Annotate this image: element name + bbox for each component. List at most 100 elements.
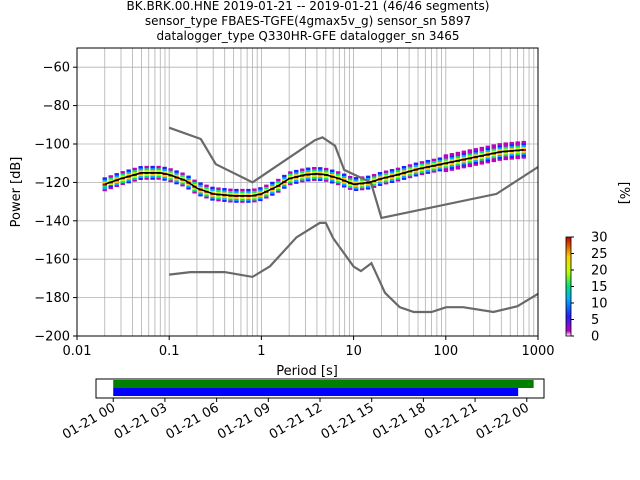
density-cell <box>455 157 461 160</box>
density-cell <box>377 179 383 183</box>
density-cell <box>437 157 443 160</box>
density-cell <box>222 191 227 195</box>
density-cell <box>365 177 371 180</box>
density-cell <box>132 179 137 182</box>
density-cell <box>335 171 341 174</box>
density-cell <box>497 152 502 156</box>
density-cell <box>324 171 329 175</box>
density-cell <box>521 156 526 159</box>
density-cell <box>168 175 173 179</box>
density-cell <box>264 184 269 188</box>
colorbar-tick-label: 5 <box>591 313 599 328</box>
density-cell <box>461 165 467 169</box>
density-cell <box>335 180 341 184</box>
density-cell <box>431 162 437 165</box>
density-cell <box>413 164 419 167</box>
density-cell <box>407 164 413 167</box>
density-cell <box>276 182 281 186</box>
density-cell <box>294 179 299 182</box>
density-cell <box>156 173 161 176</box>
density-cell <box>467 153 473 156</box>
density-cell <box>318 174 323 178</box>
density-cell <box>192 191 197 194</box>
density-cell <box>276 180 281 184</box>
density-cell <box>347 179 353 183</box>
colorbar-tick-label: 25 <box>591 247 608 262</box>
density-cell <box>270 185 275 189</box>
density-cell <box>443 156 449 159</box>
y-axis-label: Power [dB] <box>9 157 24 228</box>
density-cell <box>192 179 197 182</box>
density-cell <box>455 151 461 155</box>
density-cell <box>425 163 431 167</box>
coverage-tick-label: 01-21 06 <box>163 400 221 442</box>
density-cell <box>425 169 431 172</box>
density-cell <box>467 162 473 166</box>
density-cell <box>174 179 179 183</box>
density-cell <box>102 177 107 180</box>
density-cell <box>503 148 508 151</box>
density-cell <box>102 181 107 184</box>
density-cell <box>365 187 371 190</box>
density-cell <box>383 178 389 181</box>
density-cell <box>294 171 299 175</box>
density-cell <box>240 198 245 201</box>
density-cell <box>120 174 125 178</box>
density-cell <box>347 185 353 188</box>
density-cell <box>270 181 275 185</box>
density-cell <box>186 187 191 190</box>
density-cell <box>264 192 269 195</box>
density-cell <box>234 200 239 203</box>
density-cell <box>192 187 197 190</box>
density-cell <box>222 188 227 191</box>
density-cell <box>288 175 293 178</box>
density-cell <box>168 172 173 175</box>
density-cell <box>288 180 293 184</box>
density-cell <box>264 196 269 199</box>
density-cell <box>252 199 257 203</box>
density-cell <box>425 171 431 174</box>
density-cell <box>264 194 269 197</box>
density-cell <box>401 177 407 180</box>
density-cell <box>515 152 520 156</box>
density-cell <box>204 184 209 187</box>
density-cell <box>114 175 119 178</box>
density-cell <box>270 189 275 192</box>
density-cell <box>258 198 263 202</box>
density-cell <box>443 158 449 161</box>
density-cell <box>300 180 305 183</box>
density-cell <box>491 159 496 163</box>
density-cell <box>467 149 473 152</box>
density-cell <box>353 177 359 180</box>
density-cell <box>204 196 209 199</box>
density-cell <box>174 181 179 185</box>
coverage-tick-label: 01-21 03 <box>112 400 170 442</box>
density-cell <box>288 182 293 186</box>
density-cell <box>216 187 221 190</box>
density-cell <box>479 156 485 159</box>
density-cell <box>300 168 305 171</box>
density-cell <box>443 160 449 163</box>
density-cell <box>114 184 119 188</box>
density-cell <box>485 155 491 158</box>
y-axis-ticks: −200 −180 −160 −140 −120 −100 −80 −60 <box>34 61 77 345</box>
density-cell <box>353 184 359 188</box>
density-cell <box>473 150 479 153</box>
density-cell <box>114 180 119 184</box>
density-cell <box>258 187 263 190</box>
density-cell <box>413 166 419 169</box>
density-cell <box>132 169 137 173</box>
density-cell <box>395 179 401 182</box>
density-cell <box>479 146 485 150</box>
density-cell <box>168 177 173 181</box>
density-cell <box>353 180 359 184</box>
density-cell <box>413 174 419 177</box>
density-cell <box>491 144 496 147</box>
density-cell <box>377 181 383 185</box>
density-cell <box>419 172 425 176</box>
density-cell <box>509 147 514 151</box>
density-cell <box>282 184 287 187</box>
density-cell <box>318 176 323 180</box>
density-cell <box>276 188 281 191</box>
density-cell <box>162 170 167 174</box>
